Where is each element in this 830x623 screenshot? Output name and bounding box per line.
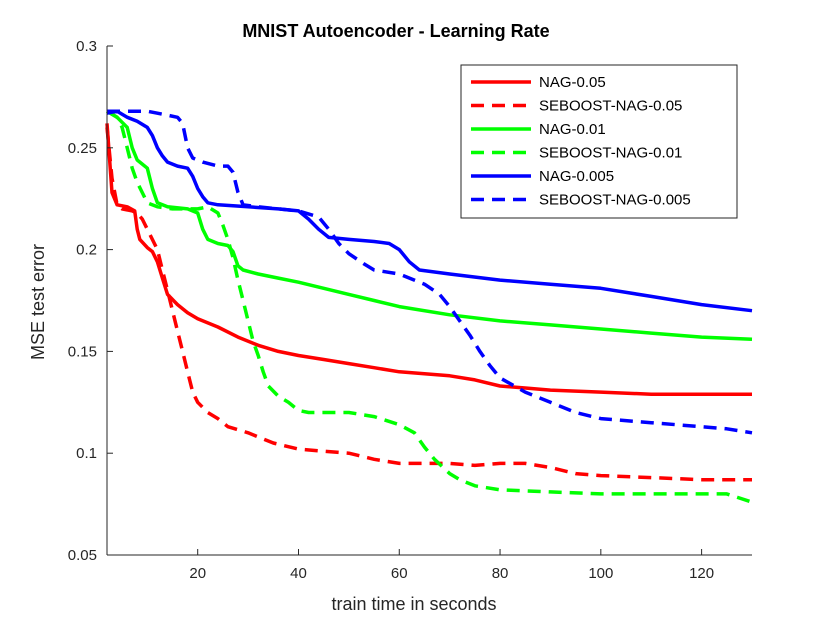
legend-box [460,64,738,219]
y-axis-label: MSE test error [28,244,48,360]
x-tick-label: 120 [689,565,714,582]
legend-label: SEBOOST-NAG-0.005 [539,192,691,209]
legend-label: NAG-0.05 [539,74,606,91]
series-line-3 [106,109,753,504]
y-tick-label: 0.3 [76,38,97,55]
legend-label: NAG-0.005 [539,168,614,185]
legend: NAG-0.05 SEBOOST-NAG-0.05 NAG-0.01 SEBOOST-… [460,64,738,219]
y-tick-label: 0.1 [76,445,97,462]
series-line-1 [105,127,752,482]
x-tick-label: 40 [290,565,307,582]
series-layer [105,109,753,504]
chart-title: MNIST Autoencoder - Learning Rate [242,21,549,41]
x-tick-label: 60 [391,565,408,582]
x-axis-label: train time in seconds [331,594,496,614]
axes-layer: 20 40 60 80 100 120 0.05 0.1 0.15 0.2 0.25 0.3 [68,38,752,582]
x-tick-label: 100 [588,565,613,582]
y-tick-label: 0.25 [68,140,97,157]
y-tick-label: 0.05 [68,547,97,564]
y-tick-label: 0.15 [68,343,97,360]
legend-label: SEBOOST-NAG-0.05 [539,98,682,115]
series-line-4 [106,109,753,313]
legend-label: NAG-0.01 [539,121,606,138]
x-tick-label: 80 [492,565,509,582]
series-line-5 [107,109,753,435]
series-line-0 [105,123,752,396]
legend-label: SEBOOST-NAG-0.01 [539,145,682,162]
x-tick-label: 20 [189,565,206,582]
y-tick-label: 0.2 [76,242,97,259]
